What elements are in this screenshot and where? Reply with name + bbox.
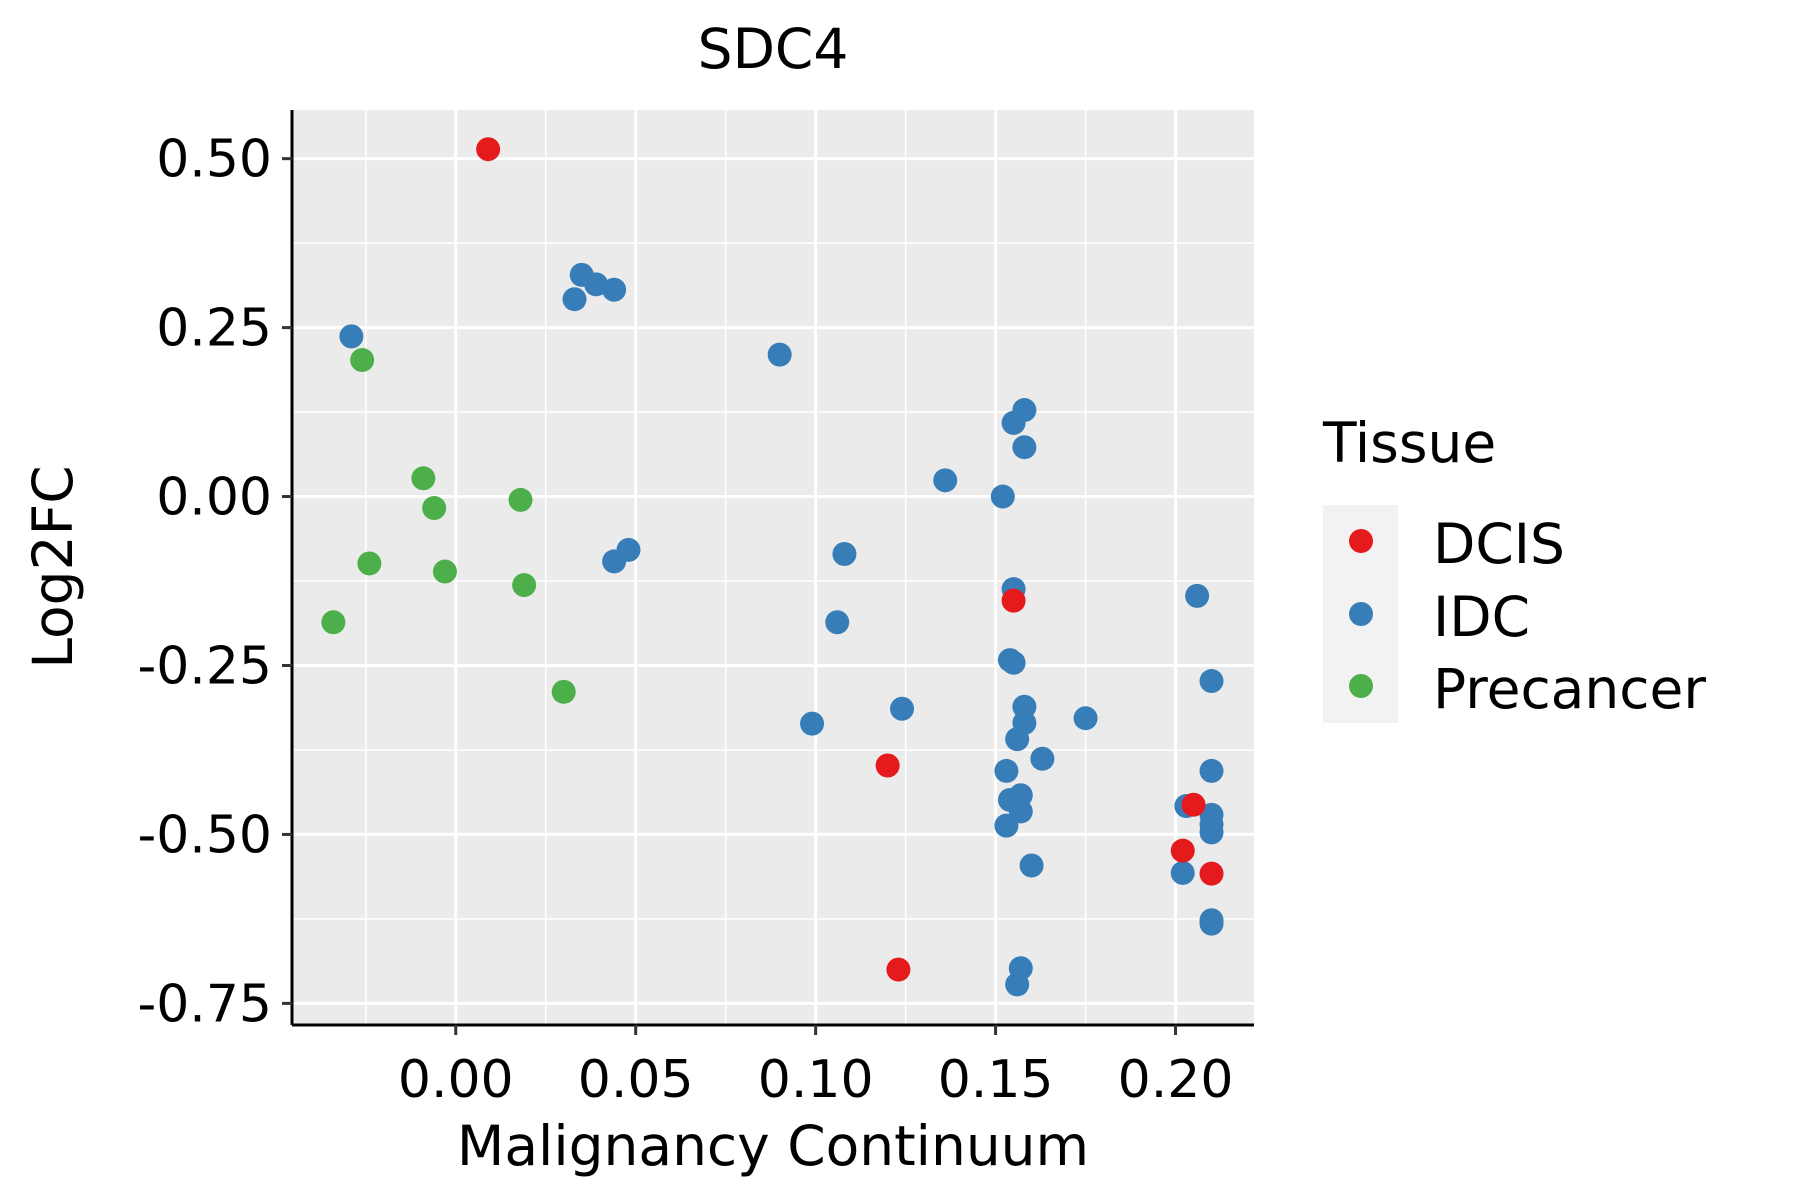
data-points [321, 137, 1224, 997]
data-point-idc [890, 696, 915, 721]
data-point-dcis [476, 137, 501, 162]
legend-key-precancer [1349, 674, 1373, 698]
data-point-idc [990, 484, 1015, 509]
y-axis-title: Log2FC [21, 465, 85, 668]
y-tick-label: -0.25 [137, 636, 272, 696]
legend-label-idc: IDC [1433, 585, 1530, 649]
x-tick-label: 0.05 [578, 1050, 694, 1110]
data-point-idc [1199, 911, 1224, 936]
data-point-precancer [422, 496, 447, 521]
data-point-idc [1012, 435, 1037, 460]
x-tick-label: 0.00 [398, 1050, 514, 1110]
data-point-idc [1001, 410, 1026, 435]
data-point-precancer [432, 559, 457, 584]
data-point-idc [339, 324, 364, 349]
y-tick-label: 0.50 [156, 130, 272, 190]
data-point-idc [1019, 853, 1044, 878]
legend-label-dcis: DCIS [1433, 512, 1565, 576]
legend-label-precancer: Precancer [1433, 657, 1706, 721]
legend-key-idc [1349, 602, 1373, 626]
legend-key-dcis [1349, 529, 1373, 553]
x-axis-ticks: 0.00 0.05 0.10 0.15 0.20 [398, 1025, 1234, 1110]
data-point-idc [1199, 820, 1224, 845]
data-point-dcis [1001, 588, 1026, 613]
x-axis-title: Malignancy Continuum [457, 1114, 1089, 1178]
y-tick-label: -0.75 [137, 974, 272, 1034]
y-axis-ticks: 0.50 0.25 0.00 -0.25 -0.50 -0.75 [137, 130, 292, 1034]
data-point-precancer [551, 679, 576, 704]
data-point-idc [1199, 669, 1224, 694]
data-point-precancer [321, 610, 346, 635]
data-point-dcis [1199, 861, 1224, 886]
data-point-precancer [350, 348, 375, 373]
data-point-dcis [886, 957, 911, 982]
data-point-idc [584, 272, 609, 297]
data-point-idc [994, 758, 1019, 783]
data-point-idc [1170, 860, 1195, 885]
data-point-precancer [411, 466, 436, 491]
x-tick-label: 0.15 [938, 1050, 1054, 1110]
x-tick-label: 0.20 [1118, 1050, 1234, 1110]
chart-title: SDC4 [698, 17, 849, 81]
data-point-idc [1005, 727, 1030, 752]
data-point-idc [1073, 706, 1098, 731]
data-point-idc [1001, 650, 1026, 675]
y-tick-label: -0.50 [137, 805, 272, 865]
data-point-precancer [508, 487, 533, 512]
data-point-idc [1005, 972, 1030, 997]
data-point-idc [1185, 583, 1210, 608]
x-tick-label: 0.10 [758, 1050, 874, 1110]
data-point-dcis [875, 753, 900, 778]
data-point-idc [800, 711, 825, 736]
data-point-idc [1199, 758, 1224, 783]
data-point-idc [825, 610, 850, 635]
data-point-precancer [512, 573, 537, 598]
data-point-idc [767, 342, 792, 367]
data-point-dcis [1170, 838, 1195, 863]
legend-title: Tissue [1322, 411, 1496, 475]
y-tick-label: 0.25 [156, 299, 272, 359]
data-point-idc [602, 277, 627, 302]
data-point-dcis [1181, 792, 1206, 817]
data-point-idc [994, 813, 1019, 838]
data-point-idc [562, 287, 587, 312]
data-point-idc [616, 537, 641, 562]
data-point-idc [832, 541, 857, 566]
y-tick-label: 0.00 [156, 468, 272, 528]
data-point-precancer [357, 551, 382, 576]
data-point-idc [933, 468, 958, 493]
data-point-idc [1030, 746, 1055, 771]
legend: Tissue DCIS IDC Precancer [1322, 411, 1706, 723]
